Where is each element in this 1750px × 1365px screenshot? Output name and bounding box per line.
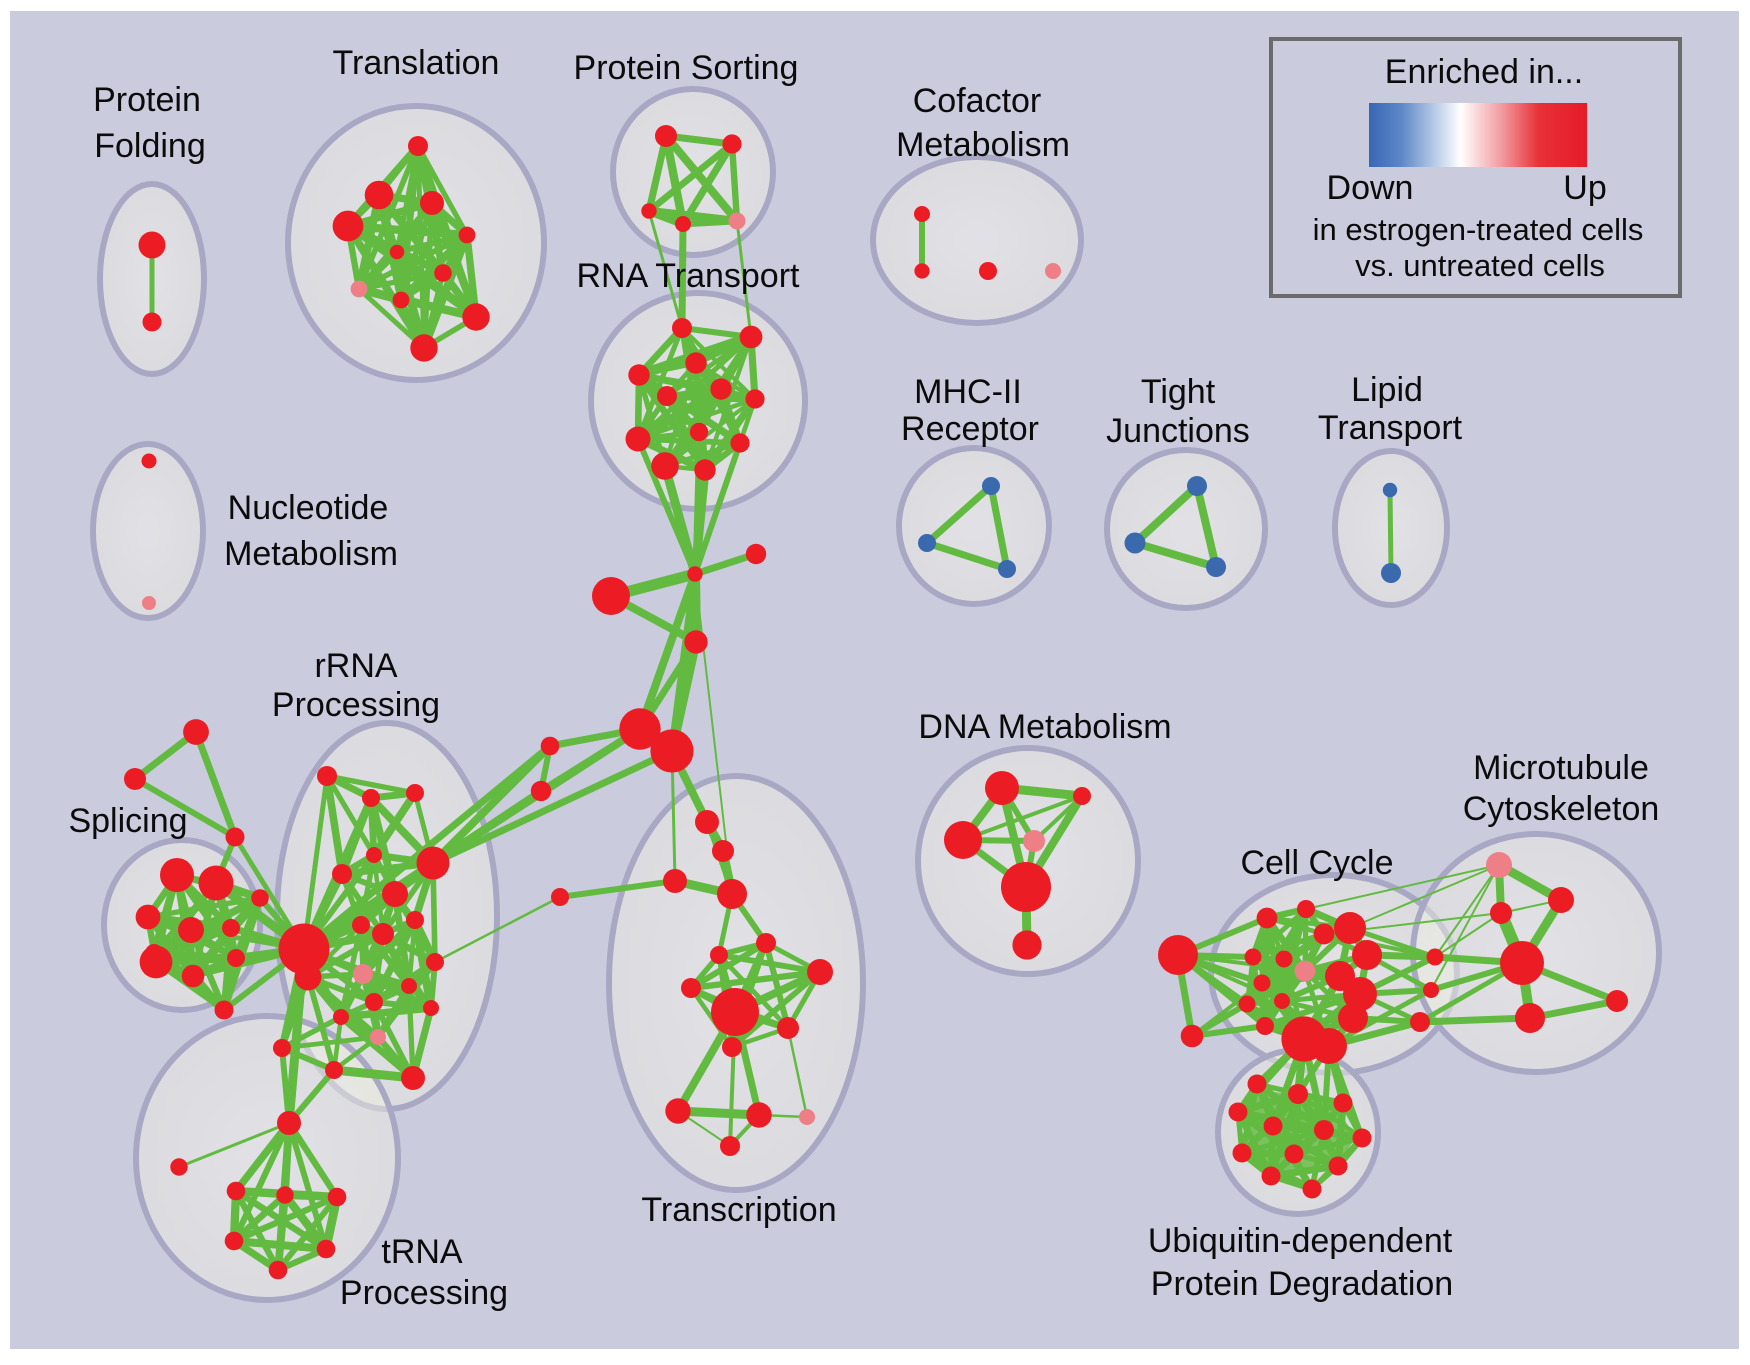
svg-text:Junctions: Junctions bbox=[1106, 412, 1250, 450]
svg-text:DNA Metabolism: DNA Metabolism bbox=[918, 708, 1171, 746]
svg-text:MHC-II: MHC-II bbox=[914, 373, 1022, 411]
svg-text:Cofactor: Cofactor bbox=[913, 82, 1042, 120]
svg-text:rRNA: rRNA bbox=[314, 647, 397, 685]
svg-text:in estrogen-treated cells: in estrogen-treated cells bbox=[1313, 212, 1644, 247]
svg-text:Nucleotide: Nucleotide bbox=[228, 489, 389, 527]
svg-text:Microtubule: Microtubule bbox=[1473, 749, 1649, 787]
svg-text:Protein Degradation: Protein Degradation bbox=[1151, 1265, 1453, 1303]
svg-text:Protein Sorting: Protein Sorting bbox=[574, 49, 799, 87]
svg-text:Transcription: Transcription bbox=[641, 1191, 836, 1229]
svg-text:Metabolism: Metabolism bbox=[896, 126, 1070, 164]
svg-text:Cytoskeleton: Cytoskeleton bbox=[1463, 790, 1660, 828]
svg-text:Folding: Folding bbox=[94, 127, 206, 165]
svg-text:Transport: Transport bbox=[1318, 409, 1463, 447]
svg-text:Enriched in...: Enriched in... bbox=[1385, 53, 1583, 91]
svg-text:Translation: Translation bbox=[333, 44, 500, 82]
svg-text:Splicing: Splicing bbox=[68, 802, 187, 840]
svg-text:Processing: Processing bbox=[272, 686, 440, 724]
svg-text:Ubiquitin-dependent: Ubiquitin-dependent bbox=[1148, 1222, 1453, 1260]
svg-text:Tight: Tight bbox=[1141, 373, 1216, 411]
svg-text:Up: Up bbox=[1563, 169, 1606, 207]
svg-text:Metabolism: Metabolism bbox=[224, 535, 398, 573]
svg-text:tRNA: tRNA bbox=[381, 1233, 463, 1271]
svg-text:Protein: Protein bbox=[93, 81, 201, 119]
svg-text:Lipid: Lipid bbox=[1351, 371, 1423, 409]
svg-text:vs. untreated cells: vs. untreated cells bbox=[1355, 248, 1605, 283]
svg-text:Processing: Processing bbox=[340, 1274, 508, 1312]
svg-text:Cell Cycle: Cell Cycle bbox=[1240, 844, 1393, 882]
svg-text:Receptor: Receptor bbox=[901, 410, 1039, 448]
svg-text:RNA Transport: RNA Transport bbox=[577, 257, 801, 295]
svg-text:Down: Down bbox=[1327, 169, 1414, 207]
